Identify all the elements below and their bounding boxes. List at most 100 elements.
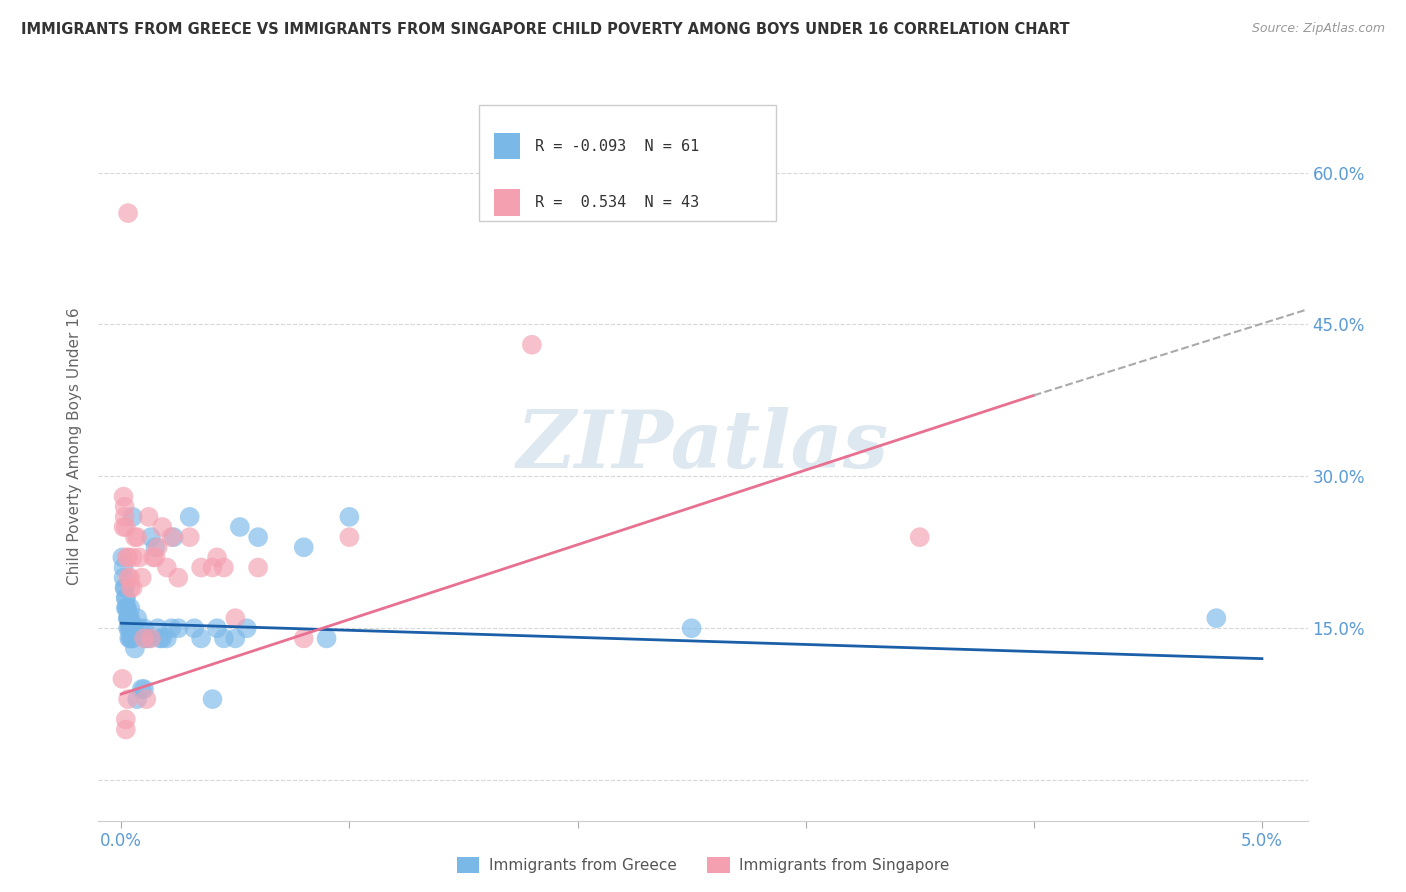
Point — [114, 520, 136, 534]
Point — [124, 641, 146, 656]
Y-axis label: Child Poverty Among Boys Under 16: Child Poverty Among Boys Under 16 — [67, 307, 83, 585]
Point — [117, 611, 139, 625]
Text: Source: ZipAtlas.com: Source: ZipAtlas.com — [1251, 22, 1385, 36]
Point — [118, 621, 141, 635]
Point — [247, 560, 270, 574]
Point — [121, 509, 143, 524]
Point — [908, 530, 931, 544]
Point — [120, 571, 142, 585]
Point — [150, 520, 173, 534]
Point — [146, 541, 169, 555]
FancyBboxPatch shape — [479, 105, 776, 221]
Point — [112, 560, 135, 574]
Point — [117, 611, 139, 625]
Point — [212, 560, 235, 574]
Point — [114, 712, 136, 726]
Point — [150, 632, 173, 646]
Point — [124, 530, 146, 544]
Point — [520, 337, 543, 351]
Point — [156, 632, 179, 646]
Point — [315, 632, 337, 646]
Point — [292, 541, 315, 555]
Point — [114, 500, 136, 514]
Point — [120, 601, 142, 615]
Point — [205, 621, 228, 635]
Point — [114, 601, 136, 615]
Point — [292, 632, 315, 646]
Point — [120, 632, 142, 646]
Point — [160, 530, 183, 544]
Point — [118, 611, 141, 625]
Point — [167, 621, 190, 635]
Point — [118, 632, 141, 646]
Point — [135, 632, 157, 646]
Point — [121, 550, 143, 565]
Point — [114, 509, 136, 524]
Point — [337, 530, 360, 544]
Point — [121, 621, 143, 635]
Point — [121, 632, 143, 646]
Point — [115, 601, 138, 615]
Point — [132, 681, 155, 696]
Point — [212, 632, 235, 646]
Point — [138, 509, 160, 524]
Text: R = -0.093  N = 61: R = -0.093 N = 61 — [534, 139, 699, 153]
Point — [201, 692, 224, 706]
Point — [146, 621, 169, 635]
Point — [117, 621, 139, 635]
Point — [124, 621, 146, 635]
Text: R =  0.534  N = 43: R = 0.534 N = 43 — [534, 195, 699, 210]
Point — [117, 550, 139, 565]
Point — [131, 681, 153, 696]
Point — [201, 560, 224, 574]
Point — [681, 621, 703, 635]
Point — [132, 621, 155, 635]
Point — [127, 611, 149, 625]
Point — [114, 723, 136, 737]
Point — [114, 581, 136, 595]
Legend: Immigrants from Greece, Immigrants from Singapore: Immigrants from Greece, Immigrants from … — [450, 851, 956, 880]
Point — [114, 591, 136, 605]
Point — [190, 632, 212, 646]
Point — [156, 560, 179, 574]
Point — [111, 550, 134, 565]
Point — [117, 611, 139, 625]
Point — [131, 571, 153, 585]
Point — [117, 571, 139, 585]
Point — [121, 632, 143, 646]
Point — [120, 581, 142, 595]
Point — [138, 632, 160, 646]
Point — [120, 621, 142, 635]
Point — [247, 530, 270, 544]
Point — [112, 571, 135, 585]
Point — [139, 632, 162, 646]
Point — [111, 672, 134, 686]
FancyBboxPatch shape — [494, 189, 520, 216]
Point — [112, 490, 135, 504]
Point — [120, 621, 142, 635]
Point — [179, 509, 201, 524]
Point — [127, 692, 149, 706]
Point — [224, 611, 246, 625]
Point — [205, 550, 228, 565]
FancyBboxPatch shape — [494, 133, 520, 160]
Point — [142, 550, 165, 565]
Point — [117, 692, 139, 706]
Point — [115, 601, 138, 615]
Point — [115, 550, 138, 565]
Point — [145, 541, 167, 555]
Point — [121, 581, 143, 595]
Point — [167, 571, 190, 585]
Point — [163, 530, 186, 544]
Point — [127, 530, 149, 544]
Point — [229, 520, 252, 534]
Point — [337, 509, 360, 524]
Point — [120, 611, 142, 625]
Point — [190, 560, 212, 574]
Point — [135, 692, 157, 706]
Point — [179, 530, 201, 544]
Point — [114, 581, 136, 595]
Point — [121, 621, 143, 635]
Point — [128, 550, 150, 565]
Point — [1205, 611, 1227, 625]
